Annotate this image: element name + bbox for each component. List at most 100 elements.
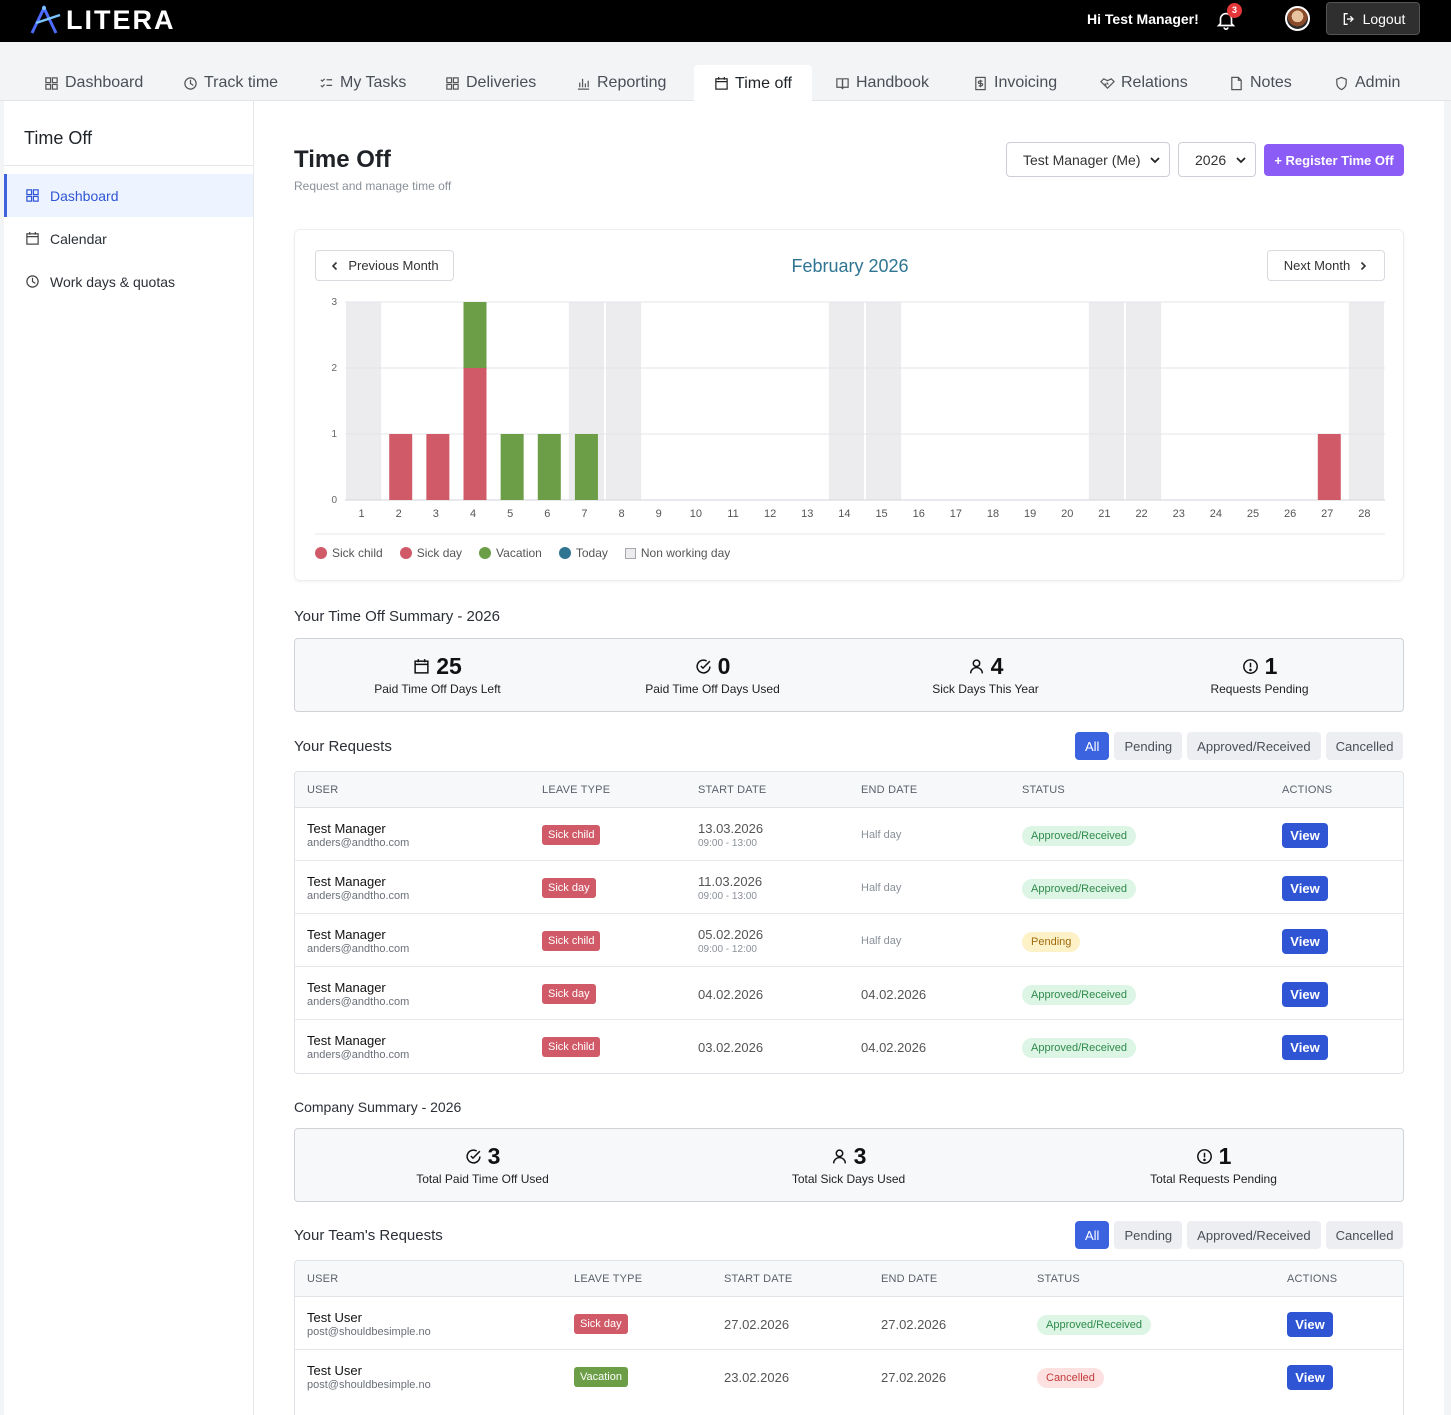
user-greeting: Hi Test Manager! — [1087, 11, 1199, 27]
logout-button[interactable]: Logout — [1326, 2, 1420, 35]
view-button[interactable]: View — [1282, 823, 1328, 848]
x-tick-label: 10 — [690, 508, 702, 520]
calendar-icon — [715, 76, 728, 90]
logout-icon — [1343, 12, 1354, 25]
next-month-button[interactable]: Next Month — [1267, 250, 1385, 281]
tab-dashboard[interactable]: Dashboard — [32, 65, 155, 101]
table-row: Test Manager anders@andtho.com Sick child 1… — [295, 808, 1403, 861]
filter-cancelled[interactable]: Cancelled — [1325, 732, 1404, 760]
user-icon — [832, 1149, 846, 1164]
view-button[interactable]: View — [1287, 1312, 1333, 1337]
legend-swatch — [399, 547, 412, 559]
year-select[interactable]: 2026 — [1178, 142, 1256, 177]
sidebar-item-dashboard[interactable]: Dashboard — [4, 174, 253, 217]
legend-swatch — [315, 547, 327, 559]
leave-type-badge: Sick day — [542, 984, 596, 1004]
x-tick-label: 17 — [950, 508, 962, 520]
user-email: anders@andtho.com — [307, 943, 410, 955]
view-button[interactable]: View — [1282, 876, 1328, 901]
x-tick-label: 21 — [1098, 508, 1110, 520]
end-date: Half day — [861, 935, 902, 947]
filter-all[interactable]: All — [1075, 1221, 1110, 1249]
x-tick-label: 6 — [544, 508, 550, 520]
sidebar-item-label: Work days & quotas — [50, 273, 176, 290]
avatar[interactable] — [1285, 6, 1310, 31]
status-badge: Approved/Received — [1022, 879, 1137, 899]
tab-relations[interactable]: Relations — [1088, 65, 1200, 101]
register-time-off-button[interactable]: + Register Time Off — [1264, 144, 1404, 176]
tab-deliveries[interactable]: Deliveries — [433, 65, 548, 101]
column-header: START DATE — [724, 1273, 793, 1285]
stat-value: 25 — [436, 653, 462, 679]
chevron-right-icon — [1361, 261, 1367, 270]
non-working-day-band — [1088, 302, 1124, 500]
filter-pending[interactable]: Pending — [1114, 732, 1183, 760]
x-tick-label: 15 — [875, 508, 887, 520]
view-button[interactable]: View — [1282, 1035, 1328, 1060]
leave-type-badge: Sick day — [574, 1314, 628, 1334]
x-tick-label: 9 — [656, 508, 662, 520]
status-badge: Cancelled — [1037, 1368, 1104, 1388]
view-button[interactable]: View — [1282, 929, 1328, 954]
alert-circle-icon — [1196, 1149, 1212, 1164]
logo-text: LITERA — [66, 4, 176, 35]
x-tick-label: 22 — [1135, 508, 1147, 520]
user-email: anders@andtho.com — [307, 996, 410, 1008]
my-requests-table: USER LEAVE TYPE START DATE END DATE STAT… — [294, 771, 1404, 1074]
stat-paid-days-used: 0 Paid Time Off Days Used — [625, 653, 800, 696]
x-tick-label: 24 — [1210, 508, 1222, 520]
tab-handbook[interactable]: Handbook — [823, 65, 941, 101]
sidebar-title: Time Off — [24, 128, 93, 148]
tab-time-off[interactable]: Time off — [694, 65, 812, 102]
legend-item: Sick child — [315, 546, 383, 560]
sidebar-item-work-days[interactable]: Work days & quotas — [4, 260, 253, 303]
column-header: STATUS — [1037, 1273, 1080, 1285]
view-button[interactable]: View — [1282, 982, 1328, 1007]
x-tick-label: 28 — [1358, 508, 1370, 520]
filter-pending[interactable]: Pending — [1114, 1221, 1183, 1249]
calendar-icon — [26, 231, 39, 245]
stat-total-paid-used: 3 Total Paid Time Off Used — [395, 1143, 570, 1186]
check-circle-icon — [466, 1149, 481, 1164]
app-logo[interactable]: LITERA — [30, 4, 176, 36]
x-tick-label: 1 — [359, 508, 365, 520]
x-tick-label: 27 — [1321, 508, 1333, 520]
user-select[interactable]: Test Manager (Me) — [1006, 142, 1170, 177]
filter-all[interactable]: All — [1075, 732, 1110, 760]
table-row: Test Manager anders@andtho.com Sick day 11.… — [295, 861, 1403, 914]
tab-my-tasks[interactable]: My Tasks — [307, 65, 418, 101]
legend-item: Today — [558, 546, 608, 560]
book-icon — [836, 77, 849, 89]
tab-admin[interactable]: Admin — [1322, 65, 1412, 101]
user-name: Test User — [307, 1310, 362, 1325]
year-select-value: 2026 — [1195, 151, 1227, 168]
table-row: Test User post@shouldbesimple.no Sick day 2… — [295, 1297, 1403, 1350]
view-button[interactable]: View — [1287, 1365, 1333, 1390]
x-tick-label: 8 — [619, 508, 625, 520]
user-icon — [969, 659, 983, 674]
tab-reporting[interactable]: Reporting — [564, 65, 678, 101]
table-header: USER LEAVE TYPE START DATE END DATE STAT… — [295, 772, 1403, 808]
filter-cancelled[interactable]: Cancelled — [1325, 1221, 1404, 1249]
receipt-icon — [975, 76, 986, 90]
sidebar-item-label: Calendar — [50, 230, 107, 247]
status-badge: Approved/Received — [1022, 985, 1137, 1005]
start-time-range: 09:00 - 13:00 — [698, 891, 757, 902]
company-summary-title: Company Summary - 2026 — [294, 1099, 462, 1115]
sidebar-item-calendar[interactable]: Calendar — [4, 217, 253, 260]
month-title: February 2026 — [791, 256, 909, 276]
tab-track-time[interactable]: Track time — [171, 65, 290, 101]
calendar-icon — [414, 659, 429, 674]
stat-label: Sick Days This Year — [932, 682, 1039, 696]
x-tick-label: 5 — [507, 508, 513, 520]
bar-segment — [574, 434, 598, 500]
previous-month-button[interactable]: Previous Month — [315, 250, 454, 281]
tab-notes[interactable]: Notes — [1217, 65, 1304, 101]
filter-approved[interactable]: Approved/Received — [1187, 732, 1321, 760]
company-summary-box: 3 Total Paid Time Off Used 3 Total Sick … — [294, 1128, 1404, 1202]
tab-invoicing[interactable]: Invoicing — [961, 65, 1069, 101]
my-summary-title: Your Time Off Summary - 2026 — [294, 608, 500, 625]
filter-approved[interactable]: Approved/Received — [1187, 1221, 1321, 1249]
chart-legend: Sick child Sick day Vacation Today Non w… — [315, 546, 730, 560]
stat-value: 4 — [990, 653, 1004, 679]
